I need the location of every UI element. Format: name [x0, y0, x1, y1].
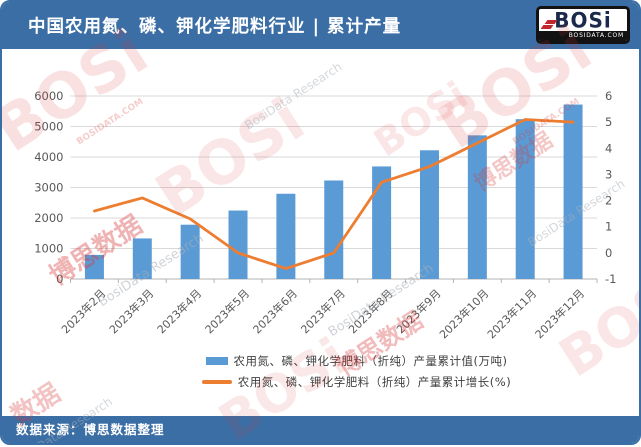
bosi-logo-text: BOSi	[554, 7, 612, 33]
legend-label-production: 农用氮、磷、钾化学肥料（折纯）产量累计值(万吨)	[233, 354, 508, 368]
bosi-logo: BOSi BOSIDATA.COM	[536, 6, 630, 44]
bosi-logo-domain: BOSIDATA.COM	[539, 31, 627, 41]
x-axis-category-label: 2023年5月	[202, 286, 252, 336]
left-axis-labels: 0 1000 2000 3000 4000 5000 6000	[34, 89, 63, 286]
bar	[180, 224, 200, 279]
left-axis-tick-label: 2000	[34, 211, 63, 225]
bar	[515, 119, 535, 280]
x-axis-category-label: 2023年11月	[484, 286, 539, 341]
page-title: 中国农用氮、磷、钾化学肥料行业 | 累计产量	[28, 17, 402, 37]
right-axis-tick-label: 6	[605, 89, 612, 103]
bar	[467, 135, 487, 279]
right-axis-tick-label: -1	[605, 272, 616, 286]
x-axis-category-label: 2023年3月	[106, 286, 156, 336]
right-axis-tick-label: 0	[605, 246, 612, 260]
bar	[228, 210, 248, 279]
legend-swatch-line-icon	[201, 380, 232, 384]
x-axis-labels: 2023年2月2023年3月2023年4月2023年5月2023年6月2023年…	[58, 286, 587, 341]
bar	[84, 254, 104, 279]
legend-label-growth: 农用氮、磷、钾化学肥料（折纯）产量累计增长(%)	[237, 375, 512, 389]
x-axis-category-label: 2023年9月	[393, 286, 443, 336]
x-axis-category-label: 2023年4月	[154, 286, 204, 336]
left-axis-tick-label: 3000	[34, 181, 63, 195]
right-axis-tick-label: 2	[605, 194, 612, 208]
bar	[132, 238, 152, 279]
right-axis-tick-label: 5	[605, 115, 612, 129]
x-axis-category-label: 2023年7月	[298, 286, 348, 336]
left-axis-tick-label: 6000	[34, 89, 63, 103]
bar	[324, 180, 344, 279]
bar	[419, 150, 439, 279]
right-axis-tick-label: 1	[605, 220, 612, 234]
left-axis-tick-label: 5000	[34, 120, 63, 134]
x-axis-category-label: 2023年10月	[436, 286, 491, 341]
source-bar: 数据来源：博思数据整理	[2, 416, 639, 443]
right-axis-tick-label: 3	[605, 167, 612, 181]
bar	[276, 193, 296, 279]
growth-line	[93, 118, 575, 270]
x-axis-ticks	[70, 279, 598, 283]
legend-swatch-bar-icon	[205, 357, 228, 365]
legend-item-growth: 农用氮、磷、钾化学肥料（折纯）产量累计增长(%)	[201, 374, 512, 390]
left-axis-tick-label: 4000	[34, 150, 63, 164]
left-axis-tick-label: 1000	[34, 242, 63, 256]
x-axis-category-label: 2023年12月	[532, 286, 587, 341]
x-axis-category-label: 2023年6月	[250, 286, 300, 336]
bar	[372, 166, 392, 279]
right-axis-tick-label: 4	[605, 141, 612, 155]
title-bar: 中国农用氮、磷、钾化学肥料行业 | 累计产量 BOSi BOSIDATA.COM	[2, 2, 639, 49]
x-axis-category-label: 2023年2月	[58, 286, 108, 336]
chart-legend: 农用氮、磷、钾化学肥料（折纯）产量累计值(万吨) 农用氮、磷、钾化学肥料（折纯）…	[2, 353, 639, 390]
x-axis-category-label: 2023年8月	[346, 286, 396, 336]
bar	[563, 104, 583, 279]
bars-series	[84, 104, 583, 280]
data-source-label: 数据来源：博思数据整理	[16, 422, 165, 437]
legend-item-production: 农用氮、磷、钾化学肥料（折纯）产量累计值(万吨)	[205, 353, 508, 369]
right-axis-labels: -1 0 1 2 3 4 5 6	[605, 89, 616, 286]
left-axis-tick-label: 0	[56, 272, 63, 286]
